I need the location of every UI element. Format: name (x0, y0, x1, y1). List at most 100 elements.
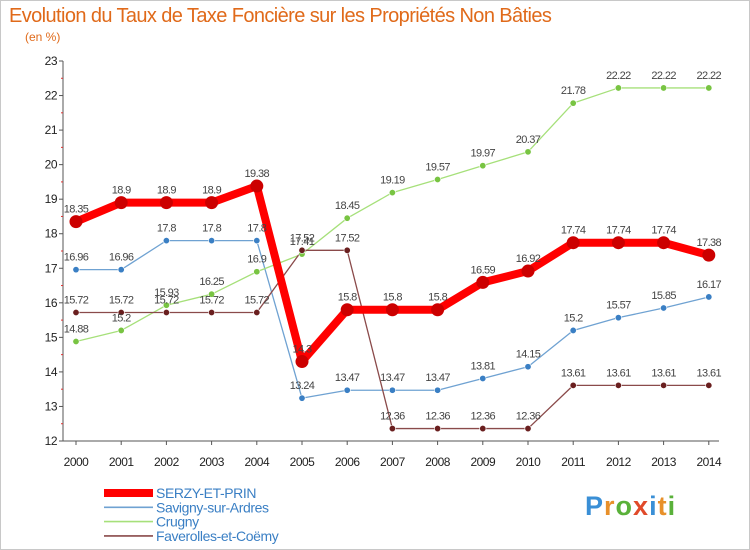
data-point (72, 338, 80, 346)
data-label: 15.72 (154, 294, 179, 306)
y-axis-unit-label: (en %) (25, 30, 61, 44)
data-point (431, 303, 445, 317)
data-point (208, 237, 216, 245)
data-label: 18.9 (157, 185, 176, 197)
data-label: 17.52 (335, 232, 360, 244)
legend: SERZY-ET-PRINSavigny-sur-ArdresCrugnyFav… (104, 485, 279, 544)
data-label: 15.72 (245, 294, 270, 306)
data-label: 17.38 (697, 237, 722, 249)
data-label: 15.72 (64, 294, 89, 306)
data-point (479, 162, 487, 170)
y-tick-label: 20 (45, 158, 58, 172)
data-point (476, 275, 490, 289)
series-line (72, 182, 713, 366)
data-label: 21.78 (561, 85, 586, 97)
x-tick-label: 2000 (64, 455, 90, 469)
data-point (162, 301, 170, 309)
y-tick-label: 12 (45, 434, 58, 448)
x-tick-label: 2005 (290, 455, 316, 469)
data-point (434, 386, 442, 394)
x-tick-label: 2001 (109, 455, 135, 469)
data-label: 13.47 (380, 372, 405, 384)
data-label: 13.61 (561, 367, 586, 379)
x-tick-label: 2007 (380, 455, 406, 469)
data-point (159, 196, 173, 210)
x-tick-label: 2011 (561, 455, 586, 469)
data-label: 19.57 (425, 161, 450, 173)
data-point (162, 237, 170, 245)
x-tick-label: 2008 (425, 455, 451, 469)
x-tick-label: 2013 (651, 455, 677, 469)
data-label: 17.8 (247, 223, 266, 235)
data-label: 17.8 (202, 223, 221, 235)
data-label: 13.61 (606, 367, 631, 379)
data-labels: 16.96 16.96 17.8 17.8 17.8 13.24 13.47 13.47 13.… (64, 70, 722, 423)
legend-label: Savigny-sur-Ardres (156, 499, 269, 515)
data-point (524, 425, 532, 433)
data-point (343, 246, 351, 254)
data-point (705, 381, 713, 389)
y-tick-label: 15 (45, 330, 58, 344)
data-point (117, 308, 125, 316)
data-label: 16.96 (109, 252, 134, 264)
series-line (75, 249, 710, 430)
data-point (162, 308, 170, 316)
data-label: 18.45 (335, 200, 360, 212)
data-point (614, 84, 622, 92)
logo-letter: i (649, 491, 658, 521)
data-point (566, 236, 580, 250)
data-point (117, 266, 125, 274)
data-point (660, 304, 668, 312)
legend-label: Crugny (156, 514, 199, 530)
data-label: 15.93 (154, 287, 179, 299)
data-point (705, 293, 713, 301)
x-tick-label: 2002 (154, 455, 180, 469)
data-point (343, 214, 351, 222)
data-point (117, 326, 125, 334)
data-label: 12.36 (471, 411, 496, 423)
data-point (298, 394, 306, 402)
data-point (479, 425, 487, 433)
y-tick-label: 13 (45, 399, 58, 413)
data-label: 15.8 (428, 292, 447, 304)
data-point (611, 236, 625, 250)
data-label: 17.74 (606, 225, 631, 237)
data-point (434, 175, 442, 183)
data-point (569, 326, 577, 334)
data-label: 16.9 (247, 254, 266, 266)
data-point (205, 196, 219, 210)
y-tick-label: 18 (45, 227, 58, 241)
data-label: 22.22 (606, 70, 631, 82)
data-point (72, 266, 80, 274)
data-point (388, 425, 396, 433)
data-label: 19.19 (380, 175, 405, 187)
data-label: 20.37 (516, 134, 541, 146)
data-point (660, 84, 668, 92)
y-tick-label: 14 (45, 365, 58, 379)
data-point (524, 148, 532, 156)
data-label: 15.2 (112, 312, 131, 324)
data-point (253, 237, 261, 245)
y-tick-label: 22 (45, 89, 58, 103)
data-point (385, 303, 399, 317)
data-label: 22.22 (651, 70, 676, 82)
data-label: 16.96 (64, 252, 89, 264)
data-point (295, 355, 309, 369)
data-point (388, 386, 396, 394)
logo-letter: x (633, 491, 650, 521)
data-label: 14.88 (64, 324, 89, 336)
data-point (660, 381, 668, 389)
data-point (388, 189, 396, 197)
data-label: 18.35 (64, 204, 89, 216)
legend-label: SERZY-ET-PRIN (156, 485, 256, 501)
data-label: 22.22 (697, 70, 722, 82)
data-label: 17.74 (651, 225, 676, 237)
data-label: 15.72 (109, 294, 134, 306)
proxiti-logo: Proxiti (585, 491, 676, 522)
data-label: 13.47 (425, 372, 450, 384)
data-point (434, 425, 442, 433)
x-tick-label: 2014 (696, 455, 722, 469)
data-point (657, 236, 671, 250)
data-label: 15.57 (606, 300, 631, 312)
